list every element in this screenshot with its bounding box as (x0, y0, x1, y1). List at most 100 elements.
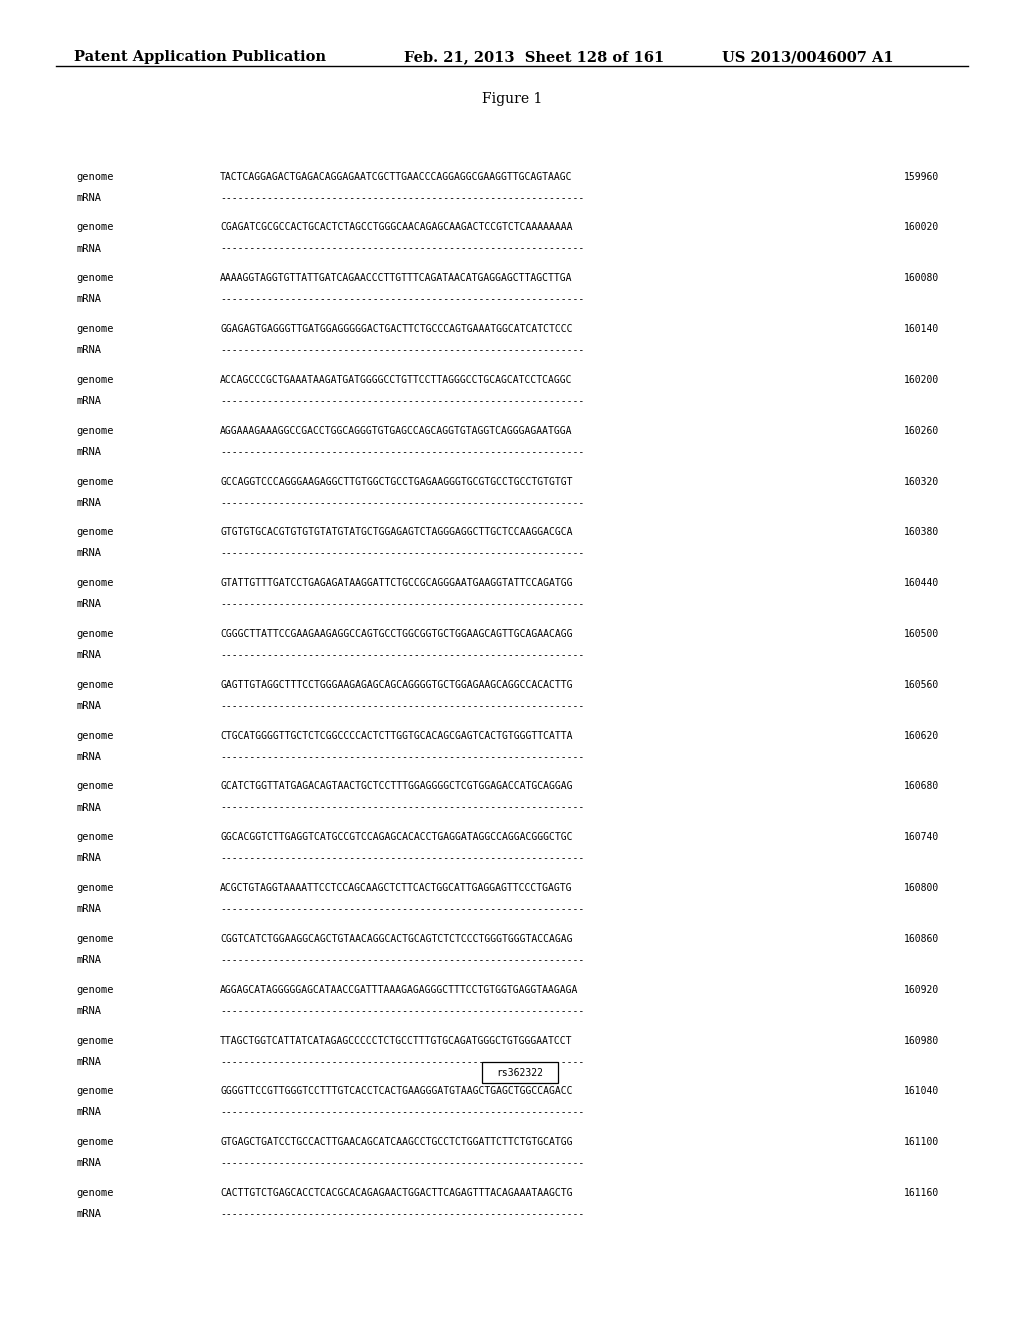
Text: AAAAGGTAGGTGTTATTGATCAGAACCCTTGTTTCAGATAACATGAGGAGCTTAGCTTGA: AAAAGGTAGGTGTTATTGATCAGAACCCTTGTTTCAGATA… (220, 273, 572, 284)
Text: 160860: 160860 (904, 935, 939, 944)
Text: Patent Application Publication: Patent Application Publication (74, 50, 326, 65)
Text: GGGGTTCCGTTGGGTCCTTTGTCACCTCACTGAAGGGATGTAAGCTGAGCTGGCCAGACC: GGGGTTCCGTTGGGTCCTTTGTCACCTCACTGAAGGGATG… (220, 1086, 572, 1097)
Text: GCCAGGTCCCAGGGAAGAGGCTTGTGGCTGCCTGAGAAGGGTGCGTGCCTGCCTGTGTGT: GCCAGGTCCCAGGGAAGAGGCTTGTGGCTGCCTGAGAAGG… (220, 477, 572, 487)
FancyBboxPatch shape (482, 1061, 558, 1082)
Text: mRNA: mRNA (77, 1006, 101, 1016)
Text: 161160: 161160 (904, 1188, 939, 1199)
Text: 159960: 159960 (904, 172, 939, 182)
Text: mRNA: mRNA (77, 346, 101, 355)
Text: genome: genome (77, 935, 115, 944)
Text: 160560: 160560 (904, 680, 939, 690)
Text: mRNA: mRNA (77, 1159, 101, 1168)
Text: AGGAGCATAGGGGGAGCATAACCGATTTAAAGAGAGGGCTTTCCTGTGGTGAGGTAAGAGA: AGGAGCATAGGGGGAGCATAACCGATTTAAAGAGAGGGCT… (220, 985, 579, 995)
Text: 161040: 161040 (904, 1086, 939, 1097)
Text: US 2013/0046007 A1: US 2013/0046007 A1 (722, 50, 894, 65)
Text: genome: genome (77, 781, 115, 792)
Text: 160200: 160200 (904, 375, 939, 385)
Text: GAGTTGTAGGCTTTCCTGGGAAGAGAGCAGCAGGGGTGCTGGAGAAGCAGGCCACACTTG: GAGTTGTAGGCTTTCCTGGGAAGAGAGCAGCAGGGGTGCT… (220, 680, 572, 690)
Text: TACTCAGGAGACTGAGACAGGAGAATCGCTTGAACCCAGGAGGCGAAGGTTGCAGTAAGC: TACTCAGGAGACTGAGACAGGAGAATCGCTTGAACCCAGG… (220, 172, 572, 182)
Text: --------------------------------------------------------------: ----------------------------------------… (220, 294, 585, 305)
Text: 160440: 160440 (904, 578, 939, 589)
Text: 160140: 160140 (904, 325, 939, 334)
Text: 160020: 160020 (904, 223, 939, 232)
Text: --------------------------------------------------------------: ----------------------------------------… (220, 243, 585, 253)
Text: AGGAAAGAAAGGCCGACCTGGCAGGGTGTGAGCCAGCAGGTGTAGGTCAGGGAGAATGGA: AGGAAAGAAAGGCCGACCTGGCAGGGTGTGAGCCAGCAGG… (220, 425, 572, 436)
Text: --------------------------------------------------------------: ----------------------------------------… (220, 599, 585, 610)
Text: --------------------------------------------------------------: ----------------------------------------… (220, 346, 585, 355)
Text: --------------------------------------------------------------: ----------------------------------------… (220, 803, 585, 813)
Text: 160740: 160740 (904, 832, 939, 842)
Text: ACCAGCCCGCTGAAATAAGATGATGGGGCCTGTTCCTTAGGGCCTGCAGCATCCTCAGGC: ACCAGCCCGCTGAAATAAGATGATGGGGCCTGTTCCTTAG… (220, 375, 572, 385)
Text: --------------------------------------------------------------: ----------------------------------------… (220, 701, 585, 711)
Text: genome: genome (77, 527, 115, 537)
Text: 160080: 160080 (904, 273, 939, 284)
Text: 160620: 160620 (904, 731, 939, 741)
Text: genome: genome (77, 375, 115, 385)
Text: --------------------------------------------------------------: ----------------------------------------… (220, 549, 585, 558)
Text: mRNA: mRNA (77, 649, 101, 660)
Text: mRNA: mRNA (77, 701, 101, 711)
Text: --------------------------------------------------------------: ----------------------------------------… (220, 1056, 585, 1067)
Text: genome: genome (77, 1086, 115, 1097)
Text: mRNA: mRNA (77, 599, 101, 610)
Text: GTGTGTGCACGTGTGTGTATGTATGCTGGAGAGTCTAGGGAGGCTTGCTCCAAGGACGCA: GTGTGTGCACGTGTGTGTATGTATGCTGGAGAGTCTAGGG… (220, 527, 572, 537)
Text: --------------------------------------------------------------: ----------------------------------------… (220, 956, 585, 965)
Text: mRNA: mRNA (77, 294, 101, 305)
Text: 160380: 160380 (904, 527, 939, 537)
Text: mRNA: mRNA (77, 1209, 101, 1220)
Text: --------------------------------------------------------------: ----------------------------------------… (220, 193, 585, 203)
Text: genome: genome (77, 1188, 115, 1199)
Text: --------------------------------------------------------------: ----------------------------------------… (220, 1006, 585, 1016)
Text: --------------------------------------------------------------: ----------------------------------------… (220, 752, 585, 762)
Text: mRNA: mRNA (77, 904, 101, 915)
Text: 160980: 160980 (904, 1035, 939, 1045)
Text: genome: genome (77, 425, 115, 436)
Text: GTATTGTTTGATCCTGAGAGATAAGGATTCTGCCGCAGGGAATGAAGGTATTCCAGATGG: GTATTGTTTGATCCTGAGAGATAAGGATTCTGCCGCAGGG… (220, 578, 572, 589)
Text: genome: genome (77, 680, 115, 690)
Text: genome: genome (77, 985, 115, 995)
Text: genome: genome (77, 1138, 115, 1147)
Text: --------------------------------------------------------------: ----------------------------------------… (220, 649, 585, 660)
Text: mRNA: mRNA (77, 803, 101, 813)
Text: genome: genome (77, 731, 115, 741)
Text: mRNA: mRNA (77, 752, 101, 762)
Text: --------------------------------------------------------------: ----------------------------------------… (220, 1159, 585, 1168)
Text: --------------------------------------------------------------: ----------------------------------------… (220, 1107, 585, 1118)
Text: --------------------------------------------------------------: ----------------------------------------… (220, 396, 585, 407)
Text: 160920: 160920 (904, 985, 939, 995)
Text: CGGGCTTATTCCGAAGAAGAGGCCAGTGCCTGGCGGTGCTGGAAGCAGTTGCAGAACAGG: CGGGCTTATTCCGAAGAAGAGGCCAGTGCCTGGCGGTGCT… (220, 628, 572, 639)
Text: ACGCTGTAGGTAAAATTCCTCCAGCAAGCTCTTCACTGGCATTGAGGAGTTCCCTGAGTG: ACGCTGTAGGTAAAATTCCTCCAGCAAGCTCTTCACTGGC… (220, 883, 572, 894)
Text: genome: genome (77, 325, 115, 334)
Text: CTGCATGGGGTTGCTCTCGGCCCCACTCTTGGTGCACAGCGAGTCACTGTGGGTTCATTA: CTGCATGGGGTTGCTCTCGGCCCCACTCTTGGTGCACAGC… (220, 731, 572, 741)
Text: genome: genome (77, 1035, 115, 1045)
Text: GGAGAGTGAGGGTTGATGGAGGGGGACTGACTTCTGCCCAGTGAAATGGCATCATCTCCC: GGAGAGTGAGGGTTGATGGAGGGGGACTGACTTCTGCCCA… (220, 325, 572, 334)
Text: --------------------------------------------------------------: ----------------------------------------… (220, 446, 585, 457)
Text: GCATCTGGTTATGAGACAGTAACTGCTCCTTTGGAGGGGCTCGTGGAGACCATGCAGGAG: GCATCTGGTTATGAGACAGTAACTGCTCCTTTGGAGGGGC… (220, 781, 572, 792)
Text: CACTTGTCTGAGCACCTCACGCACAGAGAACTGGACTTCAGAGTTTACAGAAATAAGCTG: CACTTGTCTGAGCACCTCACGCACAGAGAACTGGACTTCA… (220, 1188, 572, 1199)
Text: mRNA: mRNA (77, 1056, 101, 1067)
Text: mRNA: mRNA (77, 243, 101, 253)
Text: genome: genome (77, 832, 115, 842)
Text: Figure 1: Figure 1 (482, 92, 542, 107)
Text: GTGAGCTGATCCTGCCACTTGAACAGCATCAAGCCTGCCTCTGGATTCTTCTGTGCATGG: GTGAGCTGATCCTGCCACTTGAACAGCATCAAGCCTGCCT… (220, 1138, 572, 1147)
Text: 160500: 160500 (904, 628, 939, 639)
Text: mRNA: mRNA (77, 549, 101, 558)
Text: --------------------------------------------------------------: ----------------------------------------… (220, 853, 585, 863)
Text: --------------------------------------------------------------: ----------------------------------------… (220, 498, 585, 508)
Text: genome: genome (77, 477, 115, 487)
Text: genome: genome (77, 883, 115, 894)
Text: --------------------------------------------------------------: ----------------------------------------… (220, 1209, 585, 1220)
Text: GGCACGGTCTTGAGGTCATGCCGTCCAGAGCACACCTGAGGATAGGCCAGGACGGGCTGC: GGCACGGTCTTGAGGTCATGCCGTCCAGAGCACACCTGAG… (220, 832, 572, 842)
Text: rs362322: rs362322 (497, 1068, 544, 1077)
Text: genome: genome (77, 578, 115, 589)
Text: 160260: 160260 (904, 425, 939, 436)
Text: 160680: 160680 (904, 781, 939, 792)
Text: --------------------------------------------------------------: ----------------------------------------… (220, 904, 585, 915)
Text: genome: genome (77, 273, 115, 284)
Text: 160320: 160320 (904, 477, 939, 487)
Text: mRNA: mRNA (77, 396, 101, 407)
Text: genome: genome (77, 223, 115, 232)
Text: mRNA: mRNA (77, 1107, 101, 1118)
Text: genome: genome (77, 628, 115, 639)
Text: TTAGCTGGTCATTATCATAGAGCCCCCTCTGCCTTTGTGCAGATGGGCTGTGGGAATCCT: TTAGCTGGTCATTATCATAGAGCCCCCTCTGCCTTTGTGC… (220, 1035, 572, 1045)
